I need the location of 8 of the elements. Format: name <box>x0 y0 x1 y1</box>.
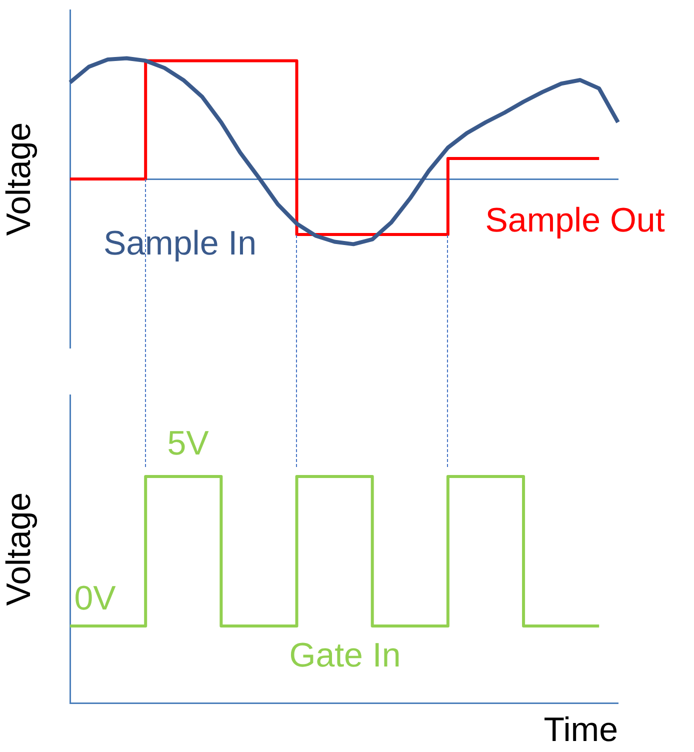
y-axis-title: Voltage <box>0 492 38 606</box>
series-label: Sample Out <box>485 201 666 240</box>
annotation: 0V <box>74 579 116 618</box>
text: 5V <box>167 424 210 462</box>
series-label: Gate In <box>289 636 401 674</box>
series-label: Sample In <box>103 224 257 262</box>
y-axis-title: Voltage <box>0 122 38 236</box>
x-axis-title: Time <box>544 710 618 749</box>
